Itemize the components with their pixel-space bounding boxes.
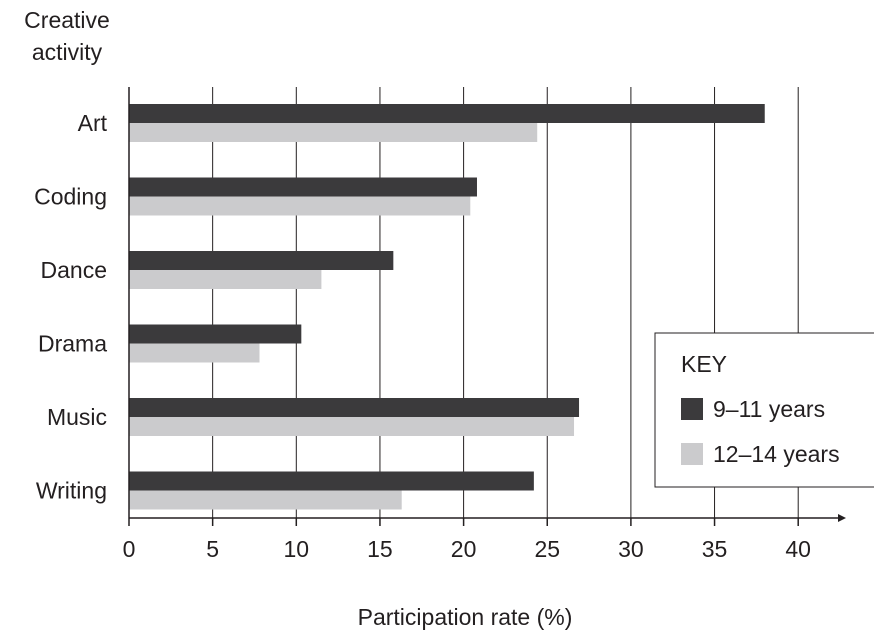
y-axis-title-line-2: activity (32, 39, 103, 65)
x-axis: 0 5 10 15 20 25 30 35 40 (123, 87, 846, 562)
x-tick-label-25: 25 (534, 536, 560, 562)
legend-swatch-12-14 (681, 443, 703, 465)
category-label-music: Music (47, 404, 107, 430)
x-tick-label-35: 35 (702, 536, 728, 562)
x-tick-label-0: 0 (123, 536, 136, 562)
bar-music-series-0 (129, 398, 580, 417)
category-label-drama: Drama (38, 331, 107, 357)
legend-label-9-11: 9–11 years (713, 396, 825, 422)
x-tick-label-30: 30 (618, 536, 644, 562)
x-tick-label-20: 20 (451, 536, 477, 562)
bar-writing-series-1 (129, 490, 402, 510)
category-labels: Art Coding Dance Drama Music Writing (34, 110, 108, 504)
category-label-writing: Writing (36, 478, 107, 504)
bar-art-series-1 (129, 123, 538, 142)
bar-coding-series-1 (129, 196, 471, 216)
bar-drama-series-0 (129, 324, 302, 344)
x-tick-label-40: 40 (785, 536, 811, 562)
x-tick-label-15: 15 (367, 536, 393, 562)
category-label-art: Art (78, 110, 108, 136)
bar-dance-series-1 (129, 270, 322, 289)
gridlines (212, 87, 799, 518)
legend-label-12-14: 12–14 years (713, 441, 840, 467)
bars (129, 104, 765, 510)
x-tick-label-5: 5 (206, 536, 219, 562)
x-tick-label-10: 10 (284, 536, 310, 562)
legend: KEY 9–11 years 12–14 years (654, 332, 874, 488)
legend-swatch-9-11 (681, 398, 703, 420)
category-label-dance: Dance (41, 257, 107, 283)
x-axis-title: Participation rate (%) (358, 604, 573, 630)
bar-coding-series-0 (129, 177, 477, 197)
category-label-coding: Coding (34, 184, 107, 210)
y-axis-title-line-1: Creative (24, 7, 110, 33)
bar-music-series-1 (129, 417, 575, 436)
bar-art-series-0 (129, 104, 765, 123)
legend-title: KEY (681, 351, 727, 377)
x-axis-arrow (838, 514, 846, 522)
bar-dance-series-0 (129, 251, 394, 270)
bar-drama-series-1 (129, 343, 260, 363)
bar-writing-series-0 (129, 471, 534, 491)
